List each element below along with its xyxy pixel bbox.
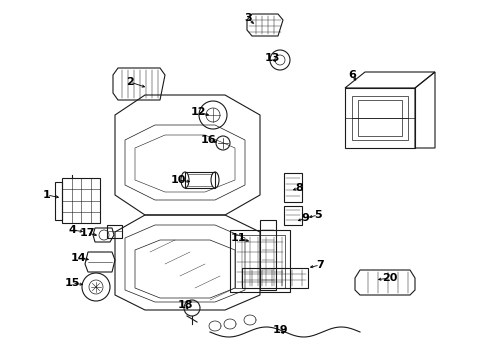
Text: 6: 6: [347, 70, 355, 80]
Text: 13: 13: [264, 53, 279, 63]
Text: 3: 3: [244, 13, 251, 23]
Text: 4: 4: [68, 225, 76, 235]
Text: 18: 18: [177, 300, 192, 310]
Text: 19: 19: [272, 325, 287, 335]
Text: 11: 11: [230, 233, 245, 243]
Text: 9: 9: [301, 213, 308, 223]
Text: 12: 12: [190, 107, 205, 117]
Text: 1: 1: [43, 190, 51, 200]
Text: 7: 7: [315, 260, 323, 270]
Text: 20: 20: [382, 273, 397, 283]
Text: 14: 14: [70, 253, 85, 263]
Text: 15: 15: [64, 278, 80, 288]
Text: 10: 10: [170, 175, 185, 185]
Text: 17: 17: [79, 228, 95, 238]
Text: 8: 8: [295, 183, 302, 193]
Text: 2: 2: [126, 77, 134, 87]
Text: 16: 16: [201, 135, 216, 145]
Text: 5: 5: [314, 210, 321, 220]
